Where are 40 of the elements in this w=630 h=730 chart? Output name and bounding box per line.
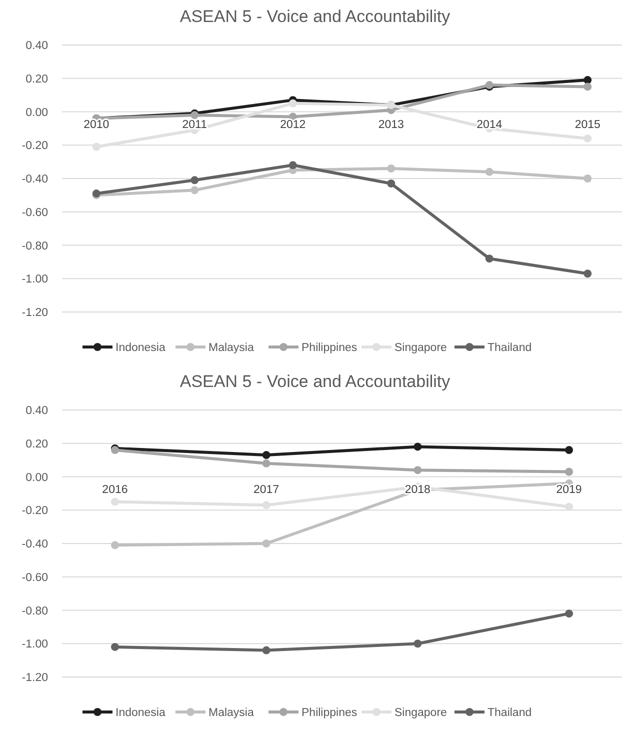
x-tick-label: 2013 xyxy=(378,118,404,131)
legend-label: Indonesia xyxy=(116,707,166,720)
y-tick-label: 0.20 xyxy=(26,438,48,450)
legend-label: Singapore xyxy=(394,707,447,720)
x-tick-label: 2019 xyxy=(556,484,582,496)
legend-label: Malaysia xyxy=(208,342,254,354)
x-tick-label: 2016 xyxy=(102,484,128,496)
y-tick-label: -0.20 xyxy=(22,505,48,518)
x-tick-label: 2017 xyxy=(254,484,280,496)
y-tick-label: -0.80 xyxy=(22,605,48,618)
x-tick-label: 2012 xyxy=(280,118,306,131)
y-tick-label: -0.20 xyxy=(22,140,48,152)
legend-label: Philippines xyxy=(302,342,358,354)
y-tick-label: -1.00 xyxy=(22,638,48,651)
y-tick-label: 0.40 xyxy=(26,40,48,52)
legend-label: Indonesia xyxy=(116,342,166,354)
y-tick-label: -0.60 xyxy=(22,206,48,219)
x-tick-label: 2011 xyxy=(182,118,207,131)
chart-title: ASEAN 5 - Voice and Accountability xyxy=(180,7,451,26)
y-tick-label: -1.00 xyxy=(22,274,48,286)
y-tick-label: 0.00 xyxy=(26,472,48,484)
legend-label: Singapore xyxy=(394,342,447,354)
y-tick-label: -0.40 xyxy=(22,538,48,551)
y-tick-label: 0.20 xyxy=(26,73,48,86)
y-tick-label: -0.60 xyxy=(22,572,48,584)
y-tick-label: -0.80 xyxy=(22,240,48,252)
legend-label: Thailand xyxy=(488,707,532,720)
legend-label: Malaysia xyxy=(208,707,254,720)
y-tick-label: -1.20 xyxy=(22,672,48,684)
y-tick-label: -1.20 xyxy=(22,307,48,320)
y-tick-label: 0.00 xyxy=(26,106,48,119)
x-tick-label: 2015 xyxy=(574,118,600,131)
x-tick-label: 2018 xyxy=(404,484,430,496)
x-tick-label: 2010 xyxy=(84,118,110,131)
y-tick-label: -0.40 xyxy=(22,174,48,186)
legend-label: Thailand xyxy=(488,342,532,354)
legend-label: Philippines xyxy=(302,707,358,720)
chart-title: ASEAN 5 - Voice and Accountability xyxy=(180,372,451,391)
x-tick-label: 2014 xyxy=(476,118,503,131)
y-tick-label: 0.40 xyxy=(26,405,48,418)
